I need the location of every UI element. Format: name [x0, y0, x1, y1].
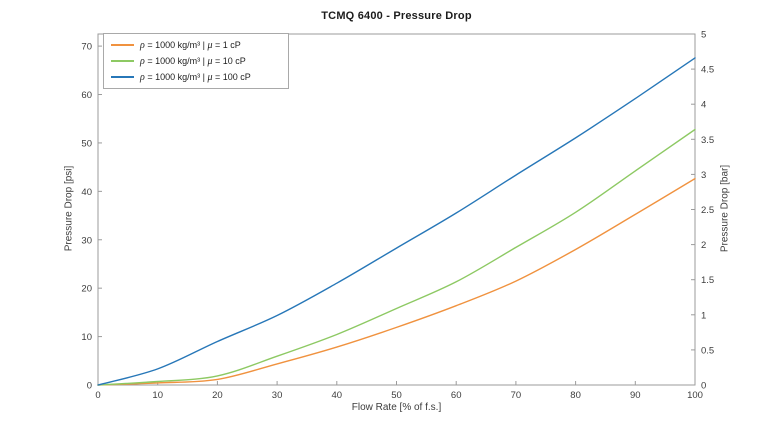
x-axis-label: Flow Rate [% of f.s.]: [351, 402, 442, 413]
x-tick-label: 30: [272, 390, 283, 401]
x-tick-label: 50: [391, 390, 402, 401]
series-line-0: [97, 177, 696, 386]
x-tick-label: 40: [332, 390, 343, 401]
y-tick-label-right: 4: [701, 100, 706, 111]
legend: ρ = 1000 kg/m³ | μ = 1 cP ρ = 1000 kg/m³ …: [103, 33, 289, 89]
y-tick-label-left: 50: [81, 138, 92, 149]
y-tick-label-right: 2: [701, 240, 706, 251]
y-tick-label-right: 1: [701, 310, 706, 321]
x-tick-label: 70: [511, 390, 522, 401]
x-tick-label: 90: [630, 390, 641, 401]
y-tick-label-left: 0: [87, 381, 92, 392]
y-tick-label-right: 4.5: [701, 65, 714, 76]
legend-item-2: ρ = 1000 kg/m³ | μ = 100 cP: [111, 69, 282, 85]
y-tick-label-right: 3.5: [701, 135, 714, 146]
x-tick-label: 100: [687, 390, 703, 401]
legend-label: ρ = 1000 kg/m³ | μ = 100 cP: [140, 71, 251, 83]
x-tick-label: 80: [570, 390, 581, 401]
y-axis-label-right: Pressure Drop [bar]: [719, 164, 731, 253]
y-tick-label-left: 20: [81, 284, 92, 295]
x-tick-label: 0: [95, 390, 100, 401]
y-tick-label-right: 0.5: [701, 345, 714, 356]
y-tick-label-right: 5: [701, 30, 706, 41]
x-tick-label: 60: [451, 390, 462, 401]
y-tick-label-left: 10: [81, 332, 92, 343]
legend-line-swatch: [111, 44, 134, 46]
legend-item-1: ρ = 1000 kg/m³ | μ = 10 cP: [111, 53, 282, 69]
y-tick-label-left: 30: [81, 235, 92, 246]
y-tick-label-left: 70: [81, 42, 92, 53]
legend-item-0: ρ = 1000 kg/m³ | μ = 1 cP: [111, 37, 282, 53]
chart-title: TCMQ 6400 - Pressure Drop: [321, 10, 472, 22]
y-tick-label-left: 40: [81, 187, 92, 198]
y-tick-label-right: 0: [701, 381, 706, 392]
x-tick-label: 10: [152, 390, 163, 401]
legend-label: ρ = 1000 kg/m³ | μ = 10 cP: [140, 55, 246, 67]
series-line-2: [97, 57, 696, 386]
series-line-1: [97, 128, 696, 386]
y-tick-label-right: 2.5: [701, 205, 714, 216]
legend-line-swatch: [111, 76, 134, 78]
y-axis-label-left: Pressure Drop [psi]: [63, 165, 75, 252]
x-tick-label: 20: [212, 390, 223, 401]
y-tick-label-right: 3: [701, 170, 706, 181]
y-tick-label-right: 1.5: [701, 275, 714, 286]
legend-line-swatch: [111, 60, 134, 62]
y-tick-label-left: 60: [81, 90, 92, 101]
legend-label: ρ = 1000 kg/m³ | μ = 1 cP: [140, 39, 241, 51]
